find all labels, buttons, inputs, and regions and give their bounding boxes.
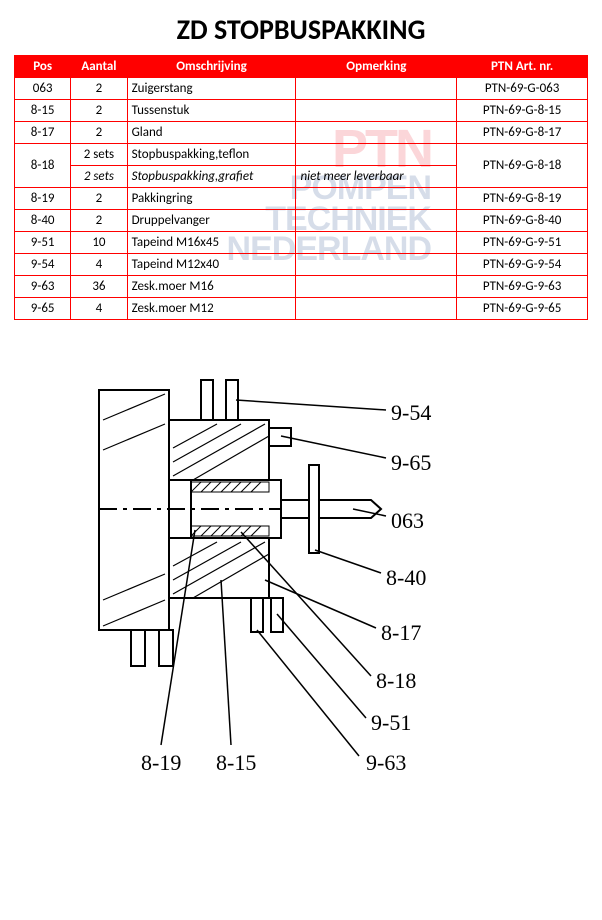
parts-table: PosAantalOmschrijvingOpmerkingPTN Art. n… bbox=[14, 55, 588, 320]
callout-label: 8-17 bbox=[381, 620, 421, 646]
table-row: 0632ZuigerstangPTN-69-G-063 bbox=[15, 78, 588, 100]
table-row: 8-152TussenstukPTN-69-G-8-15 bbox=[15, 100, 588, 122]
callout-label: 8-18 bbox=[376, 668, 416, 694]
table-row: 8-182 setsStopbuspakking,teflonPTN-69-G-… bbox=[15, 144, 588, 166]
table-row: 8-192PakkingringPTN-69-G-8-19 bbox=[15, 188, 588, 210]
callout-label: 9-65 bbox=[391, 450, 431, 476]
table-row: 9-544Tapeind M12x40PTN-69-G-9-54 bbox=[15, 254, 588, 276]
table-row: 8-172GlandPTN-69-G-8-17 bbox=[15, 122, 588, 144]
callout-label: 8-15 bbox=[216, 750, 256, 776]
callout-label: 8-40 bbox=[386, 565, 426, 591]
callout-label: 9-54 bbox=[391, 400, 431, 426]
table-row: 9-5110Tapeind M16x45PTN-69-G-9-51 bbox=[15, 232, 588, 254]
col-header: Aantal bbox=[71, 56, 127, 78]
col-header: PTN Art. nr. bbox=[457, 56, 588, 78]
col-header: Omschrijving bbox=[127, 56, 296, 78]
table-row: 9-654Zesk.moer M12PTN-69-G-9-65 bbox=[15, 298, 588, 320]
callout-label: 9-63 bbox=[366, 750, 406, 776]
diagram-svg bbox=[91, 350, 511, 780]
callout-label: 063 bbox=[391, 508, 424, 534]
exploded-diagram: 9-54 9-65 063 8-40 8-17 8-18 9-51 9-63 8-19 8-15 bbox=[91, 350, 511, 780]
table-row: 9-6336Zesk.moer M16PTN-69-G-9-63 bbox=[15, 276, 588, 298]
parts-table-wrap: PTN POMPEN TECHNIEK NEDERLAND PosAantalO… bbox=[14, 55, 588, 320]
callout-label: 8-19 bbox=[141, 750, 181, 776]
table-row: 8-402DruppelvangerPTN-69-G-8-40 bbox=[15, 210, 588, 232]
table-header-row: PosAantalOmschrijvingOpmerkingPTN Art. n… bbox=[15, 56, 588, 78]
col-header: Opmerking bbox=[296, 56, 457, 78]
page-title: ZD STOPBUSPAKKING bbox=[0, 0, 602, 55]
col-header: Pos bbox=[15, 56, 71, 78]
callout-label: 9-51 bbox=[371, 710, 411, 736]
